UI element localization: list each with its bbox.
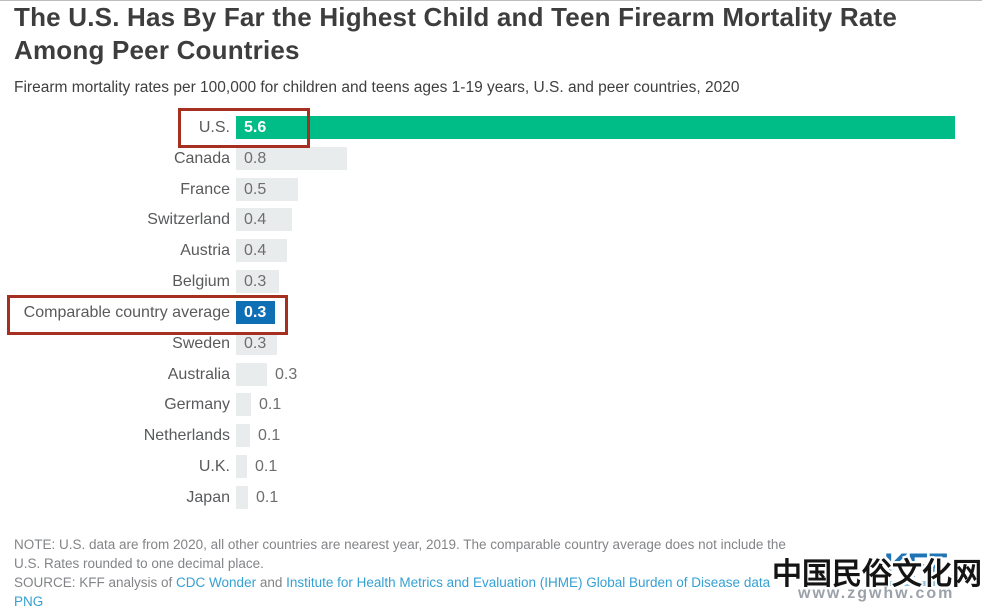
bar-value-label: 0.3 (244, 272, 267, 290)
bar-row-label: Japan (186, 488, 230, 506)
bar (236, 208, 292, 231)
bar-row: Switzerland 0.4 (0, 208, 982, 231)
png-link[interactable]: PNG (14, 594, 44, 609)
bar-row: Canada 0.8 (0, 147, 982, 170)
bar-row-label: Canada (173, 149, 230, 167)
bar-row: Germany 0.1 (0, 393, 982, 416)
chart-title: The U.S. Has By Far the Highest Child an… (14, 2, 898, 65)
bar-value-label: 0.4 (244, 241, 267, 259)
bar-row: Comparable country average 0.3 (0, 301, 982, 324)
bar-row: U.K. 0.1 (0, 455, 982, 478)
bar (236, 332, 277, 355)
kff-logo-underline (886, 581, 956, 586)
bar (236, 424, 250, 447)
bar-value-label: 0.3 (244, 303, 267, 321)
bar-chart: U.S. 5.6 Canada 0.8 France 0.5 Switzerland 0.4 A… (0, 1, 982, 531)
bar (236, 178, 298, 201)
bar (236, 363, 267, 386)
bar-row-label: Comparable country average (23, 303, 230, 321)
bar-value-label: 0.1 (256, 488, 279, 506)
ihme-link[interactable]: Institute for Health Metrics and Evaluat… (286, 575, 771, 590)
kff-logo: KFF (884, 547, 948, 585)
bar (236, 270, 279, 293)
note-line-2: U.S. Rates rounded to one decimal place. (14, 556, 264, 571)
bar-row: Netherlands 0.1 (0, 424, 982, 447)
bar-row-label: Switzerland (147, 210, 230, 228)
bar-row-label: U.S. (198, 118, 230, 136)
bar-row-label: Germany (164, 395, 230, 413)
bar-value-label: 5.6 (244, 118, 267, 136)
chart-subtitle: Firearm mortality rates per 100,000 for … (14, 79, 740, 96)
source-prefix: SOURCE: KFF analysis of (14, 575, 177, 590)
bar-row: Sweden 0.3 (0, 332, 982, 355)
bar-value-label: 0.8 (244, 149, 267, 167)
bar-row: Australia 0.3 (0, 363, 982, 386)
bar-value-label: 0.1 (255, 457, 278, 475)
bar-value-label: 0.3 (275, 365, 298, 383)
bar-row: Belgium 0.3 (0, 270, 982, 293)
bar (236, 301, 275, 324)
bar-value-label: 0.1 (259, 395, 282, 413)
source-line: SOURCE: KFF analysis of CDC Wonder and I… (14, 573, 974, 592)
bar-row-label: France (180, 180, 230, 198)
watermark-chinese-text: 中国民俗文化网 (772, 557, 982, 592)
bar-row-label: Netherlands (143, 426, 230, 444)
bar-row-label: Australia (167, 365, 230, 383)
source-connector: and (256, 575, 287, 590)
bar-row-label: Austria (180, 241, 230, 259)
bar-value-label: 0.4 (244, 210, 267, 228)
png-line: PNG (14, 592, 974, 611)
bar (236, 147, 347, 170)
chart-footnote: NOTE: U.S. data are from 2020, all other… (14, 535, 974, 611)
bar (236, 393, 251, 416)
bar-value-label: 0.5 (244, 180, 267, 198)
bar (236, 239, 287, 262)
note-line-1: NOTE: U.S. data are from 2020, all other… (14, 537, 786, 552)
bar (236, 455, 247, 478)
bar-row-label: Sweden (172, 334, 230, 352)
bar-value-label: 0.1 (258, 426, 281, 444)
bar-value-label: 0.3 (244, 334, 267, 352)
bar-row: France 0.5 (0, 178, 982, 201)
bar-row: Austria 0.4 (0, 239, 982, 262)
cdc-wonder-link[interactable]: CDC Wonder (176, 575, 257, 590)
watermark-url: www.zgwhw.com (798, 585, 955, 602)
bar-row-label: Belgium (172, 272, 230, 290)
bar-row: U.S. 5.6 (0, 116, 982, 139)
bar-row: Japan 0.1 (0, 486, 982, 509)
bar (236, 486, 248, 509)
bar-row-label: U.K. (198, 457, 230, 475)
bar (236, 116, 955, 139)
